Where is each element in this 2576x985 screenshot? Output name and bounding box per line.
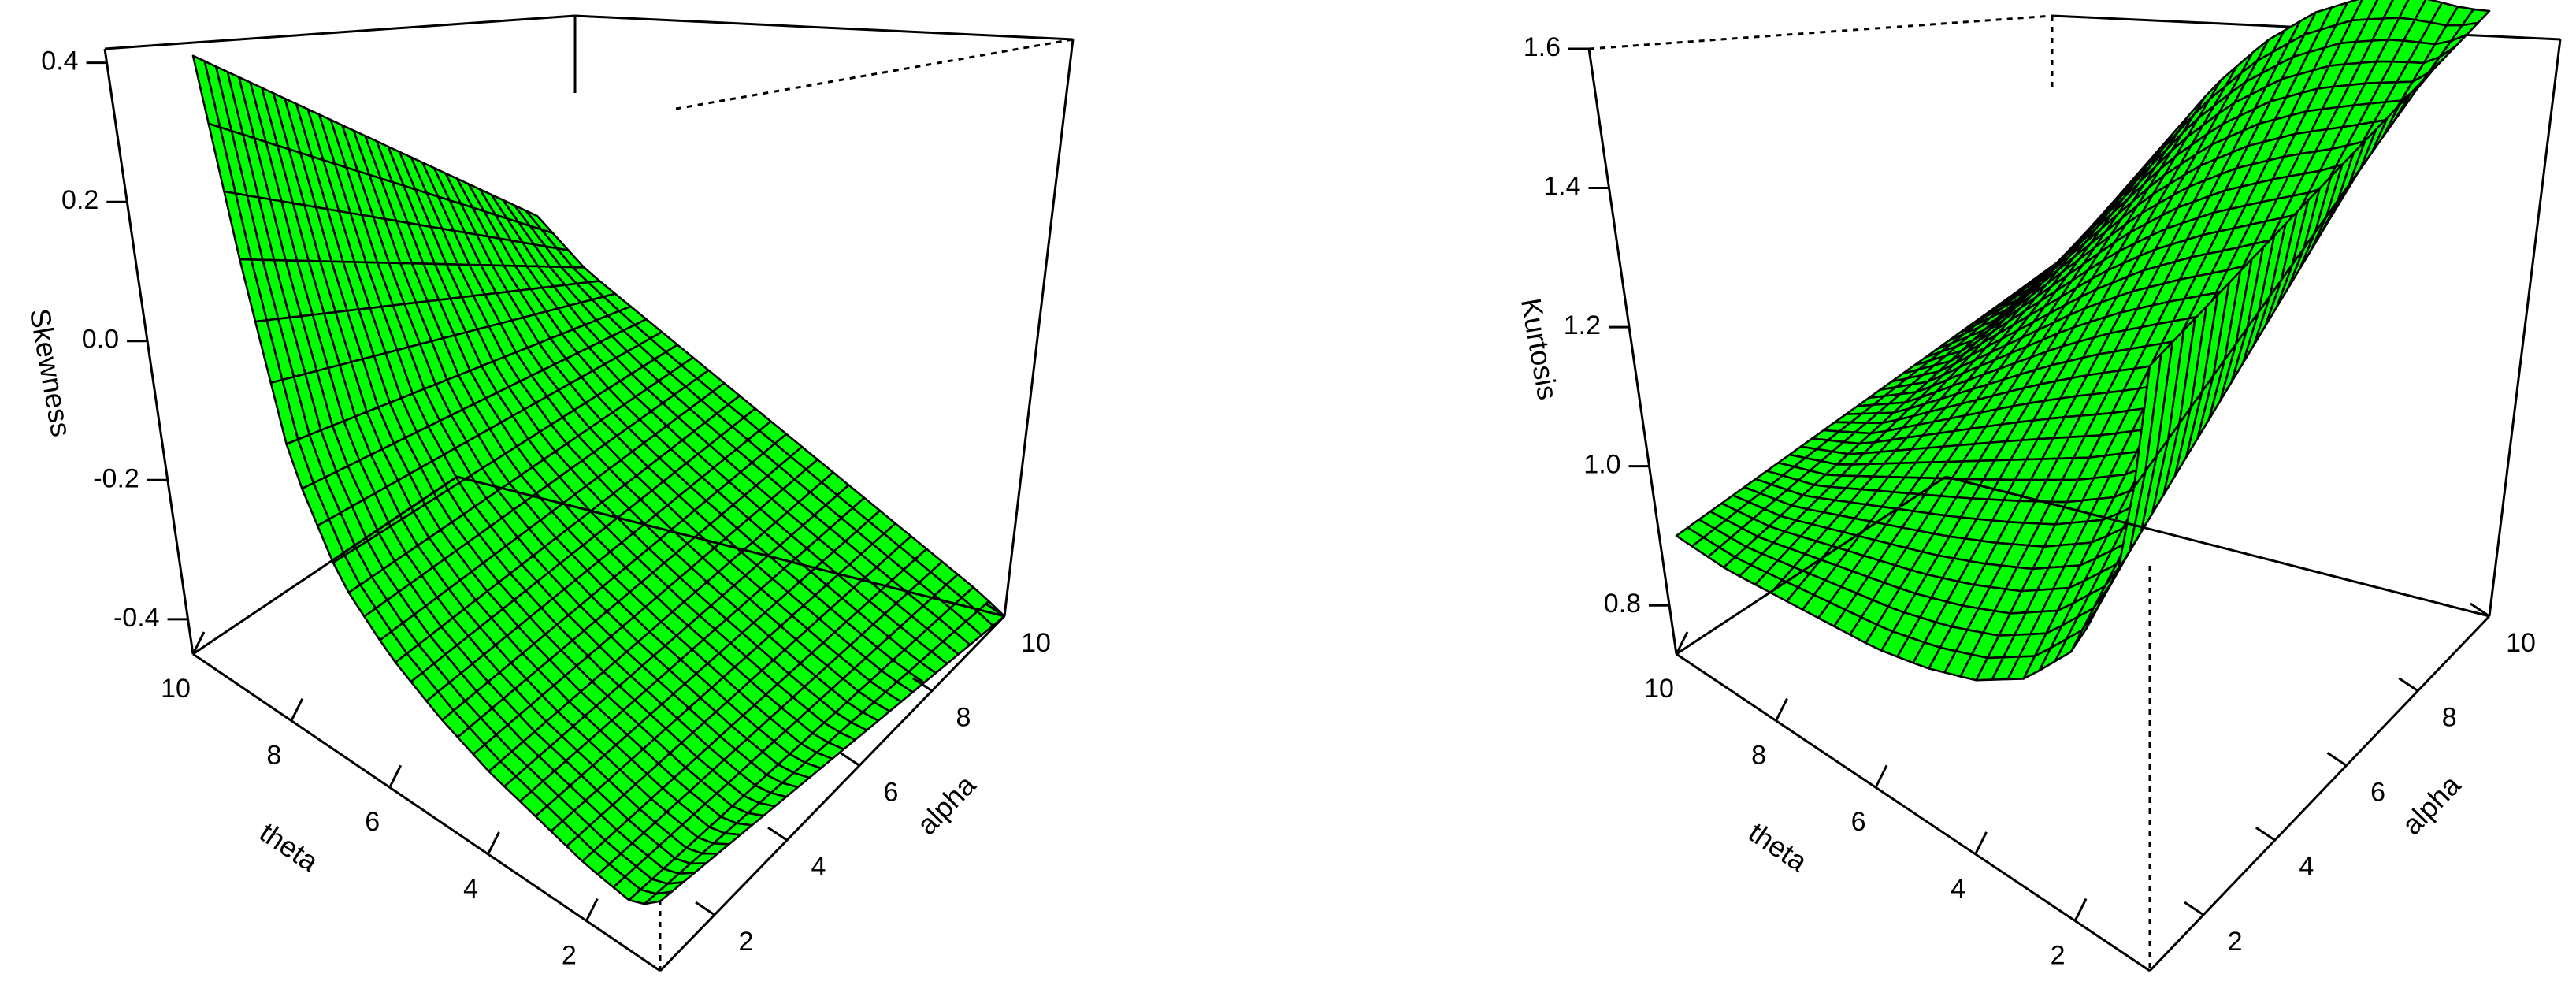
alpha-tick [767,826,788,842]
z-tick-label: 0.0 [82,325,119,355]
z-tick-label: 0.8 [1604,589,1641,619]
skewness-z-axis-label: Skewness [24,306,78,439]
alpha-axis-label: alpha [2396,768,2467,842]
theta-tick [191,631,206,655]
alpha-tick [912,677,933,692]
skewness-panel: 2 4 6 8 10 2 4 6 8 10 -0.4 -0.2 0.0 0.2 0.4 Skewness t… [24,14,1075,972]
alpha-tick-label: 2 [739,927,754,957]
alpha-tick-label: 4 [2299,852,2314,882]
alpha-tick-label: 4 [811,852,826,882]
theta-tick-label: 4 [1951,874,1965,904]
box-front-edges [103,48,1006,972]
alpha-axis-line [659,615,1006,972]
kurtosis-z-axis-line [1587,48,1678,655]
z-tick-label: 1.4 [1543,172,1580,202]
alpha-tick-label: 8 [2442,703,2457,733]
theta-tick [290,697,304,722]
alpha-tick-label: 10 [2506,628,2536,658]
z-tick-label: -0.2 [93,463,139,493]
skewness-z-axis-line [103,48,195,655]
theta-tick [388,764,403,788]
theta-tick [487,831,500,855]
surface-facet [643,890,673,905]
alpha-tick-label: 6 [884,777,899,807]
theta-tick [585,898,599,922]
alpha-tick-label: 8 [956,703,971,733]
theta-tick-label: 6 [365,807,380,837]
theta-tick-label: 8 [1751,741,1766,771]
box-hidden-edges [659,38,1074,971]
theta-tick [2073,898,2088,922]
box-back-edges [104,14,1075,617]
theta-tick [1874,764,1888,788]
alpha-tick [2326,752,2348,767]
theta-tick-label: 2 [562,941,577,971]
theta-tick-label: 2 [2051,941,2066,971]
alpha-tick [2470,602,2490,618]
kurtosis-panel: 2 4 6 8 10 2 4 6 8 10 0.8 1.0 1.2 1.4 1.6 Kurtosis the… [1515,0,2562,972]
theta-tick [1675,631,1689,655]
z-tick-label: 0.2 [61,185,98,215]
kurtosis-surface [1675,0,2491,682]
theta-tick-label: 8 [266,741,281,771]
theta-tick [1974,831,1988,855]
theta-tick-label: 4 [463,874,478,904]
alpha-tick [840,752,860,767]
kurtosis-z-axis-label: Kurtosis [1515,296,1565,402]
z-tick-label: 0.4 [41,46,78,76]
z-tick-label: 1.6 [1524,32,1561,62]
alpha-tick [2184,901,2204,916]
z-tick-label: 1.2 [1564,310,1601,340]
theta-axis-label: theta [254,816,325,878]
theta-tick [1775,697,1788,722]
z-tick-label: 1.0 [1583,450,1620,480]
theta-tick-label: 6 [1851,807,1866,837]
box-hidden-edges [1588,14,2151,971]
alpha-axis-label: alpha [911,768,982,842]
alpha-tick [2398,677,2419,692]
theta-axis-line [192,652,661,972]
theta-axis-line [1676,652,2151,972]
z-tick-label: -0.4 [113,603,160,633]
alpha-axis-line [2148,615,2491,972]
alpha-tick [695,901,715,916]
theta-tick-label: 10 [1644,674,1674,704]
skewness-surface [191,54,1006,905]
alpha-tick-label: 2 [2228,927,2243,957]
alpha-tick [985,602,1005,618]
theta-tick-label: 10 [161,674,191,704]
box-front-edges [1587,48,2491,972]
kurtosis-ticks: 2 4 6 8 10 2 4 6 8 10 0.8 1.0 1.2 1.4 1.6 [1524,32,2536,971]
alpha-tick-label: 10 [1021,628,1051,658]
skewness-ticks: 2 4 6 8 10 2 4 6 8 10 -0.4 -0.2 0.0 0.2 0.4 [41,46,1051,971]
theta-axis-label: theta [1743,816,1813,878]
alpha-tick [2255,826,2276,842]
alpha-tick-label: 6 [2370,777,2385,807]
surface-facet [2132,352,2162,489]
